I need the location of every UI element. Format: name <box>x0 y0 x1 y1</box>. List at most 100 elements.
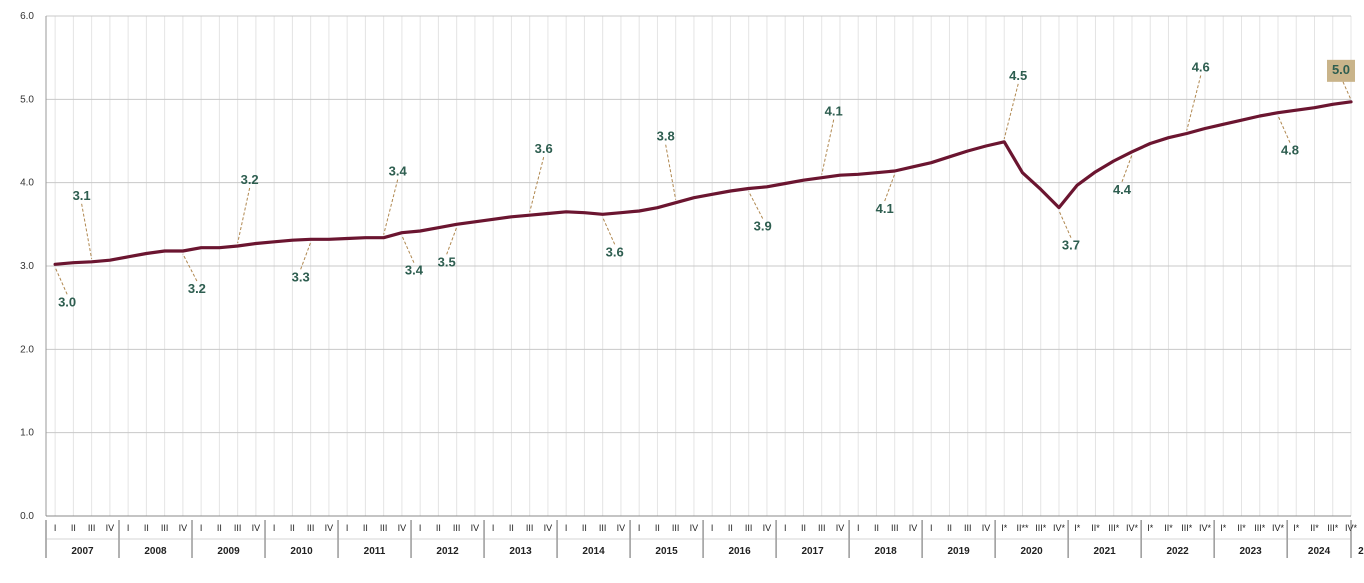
quarter-label: III <box>672 523 680 533</box>
leader-line <box>446 227 458 255</box>
quarter-label: II <box>217 523 222 533</box>
quarter-label: III <box>526 523 534 533</box>
quarter-label: III* <box>1108 523 1120 533</box>
data-point <box>419 229 422 232</box>
leader-line <box>665 144 677 200</box>
leader-line <box>1003 83 1019 139</box>
leader-line <box>1058 210 1072 238</box>
leader-line <box>81 203 93 259</box>
leader-line <box>237 187 251 244</box>
quarter-label: I <box>200 523 203 533</box>
data-label: 3.6 <box>535 141 553 156</box>
quarter-label: III* <box>1181 523 1193 533</box>
data-label: 4.1 <box>876 201 894 216</box>
year-label: 2017 <box>801 546 824 557</box>
quarter-label: III <box>88 523 96 533</box>
data-point <box>729 189 732 192</box>
quarter-label: II <box>947 523 952 533</box>
data-point <box>1003 140 1006 143</box>
quarter-label: IV* <box>1272 523 1285 533</box>
leader-line <box>884 173 896 202</box>
data-label: 4.4 <box>1113 182 1132 197</box>
year-label: 2010 <box>290 546 313 557</box>
leader-line <box>1277 115 1291 143</box>
quarter-label: II <box>144 523 149 533</box>
data-point <box>1167 136 1170 139</box>
quarter-label: II <box>363 523 368 533</box>
quarter-label: I <box>127 523 130 533</box>
data-point <box>1094 170 1097 173</box>
quarter-label: I* <box>1001 523 1008 533</box>
quarter-label: IV <box>836 523 845 533</box>
series-group <box>53 100 1353 266</box>
y-tick-label: 6.0 <box>20 11 34 22</box>
y-tick-label: 3.0 <box>20 261 34 272</box>
y-tick-label: 2.0 <box>20 344 34 355</box>
data-point <box>382 236 385 239</box>
quarter-label: III* <box>1035 523 1047 533</box>
data-label: 3.2 <box>188 281 206 296</box>
quarter-label: II <box>874 523 879 533</box>
leader-line <box>383 179 399 235</box>
data-labels-group: 3.0 3.1 3.2 3.2 3.3 3.4 3.4 3.5 3.6 3.6 3.8 3.9 4.1 4… <box>54 60 1355 309</box>
data-point <box>1039 188 1042 191</box>
year-label: 2015 <box>655 546 678 557</box>
year-label: 2024 <box>1308 546 1331 557</box>
quarter-label: III <box>453 523 461 533</box>
quarter-label: II* <box>1310 523 1319 533</box>
data-point <box>1203 127 1206 130</box>
data-point <box>327 238 330 241</box>
data-point <box>1276 111 1279 114</box>
data-point <box>1185 132 1188 135</box>
data-point <box>711 193 714 196</box>
year-label: 2019 <box>947 546 970 557</box>
quarter-label: IV <box>982 523 991 533</box>
data-point <box>455 223 458 226</box>
quarter-label: I <box>54 523 57 533</box>
quarter-label: II <box>728 523 733 533</box>
data-point <box>692 196 695 199</box>
quarter-label: III <box>818 523 826 533</box>
data-label: 3.4 <box>389 164 408 179</box>
quarter-label: I <box>784 523 787 533</box>
data-point <box>546 212 549 215</box>
data-point <box>784 182 787 185</box>
leader-line <box>748 191 764 219</box>
data-point <box>108 259 111 262</box>
data-point <box>838 174 841 177</box>
data-label: 5.0 <box>1332 62 1350 77</box>
leader-line <box>1186 75 1202 131</box>
data-point <box>127 255 130 258</box>
data-point <box>181 249 184 252</box>
quarter-label: IV <box>544 523 553 533</box>
quarter-label: IV* <box>1199 523 1212 533</box>
chart-axes: 0.0 1.0 2.0 3.0 4.0 5.0 6.0 <box>20 11 1351 522</box>
quarter-label: III <box>891 523 899 533</box>
data-point <box>893 169 896 172</box>
leader-line <box>300 242 312 270</box>
quarter-label: II <box>801 523 806 533</box>
data-point <box>656 206 659 209</box>
quarter-label: I <box>346 523 349 533</box>
quarter-label: IV <box>763 523 772 533</box>
data-point <box>309 238 312 241</box>
data-point <box>254 242 257 245</box>
year-label: 2009 <box>217 546 240 557</box>
quarter-label: I <box>638 523 641 533</box>
data-point <box>236 244 239 247</box>
data-point <box>400 231 403 234</box>
quarter-label: II** <box>1016 523 1029 533</box>
year-label: 2016 <box>728 546 751 557</box>
data-point <box>1240 119 1243 122</box>
data-label: 3.6 <box>606 244 624 259</box>
data-point <box>1222 123 1225 126</box>
quarter-label: III <box>307 523 315 533</box>
year-label: 2012 <box>436 546 459 557</box>
data-point <box>601 213 604 216</box>
leader-line <box>54 267 68 295</box>
data-label: 4.8 <box>1281 143 1299 158</box>
quarter-label: I <box>565 523 568 533</box>
quarter-label: I* <box>1147 523 1154 533</box>
